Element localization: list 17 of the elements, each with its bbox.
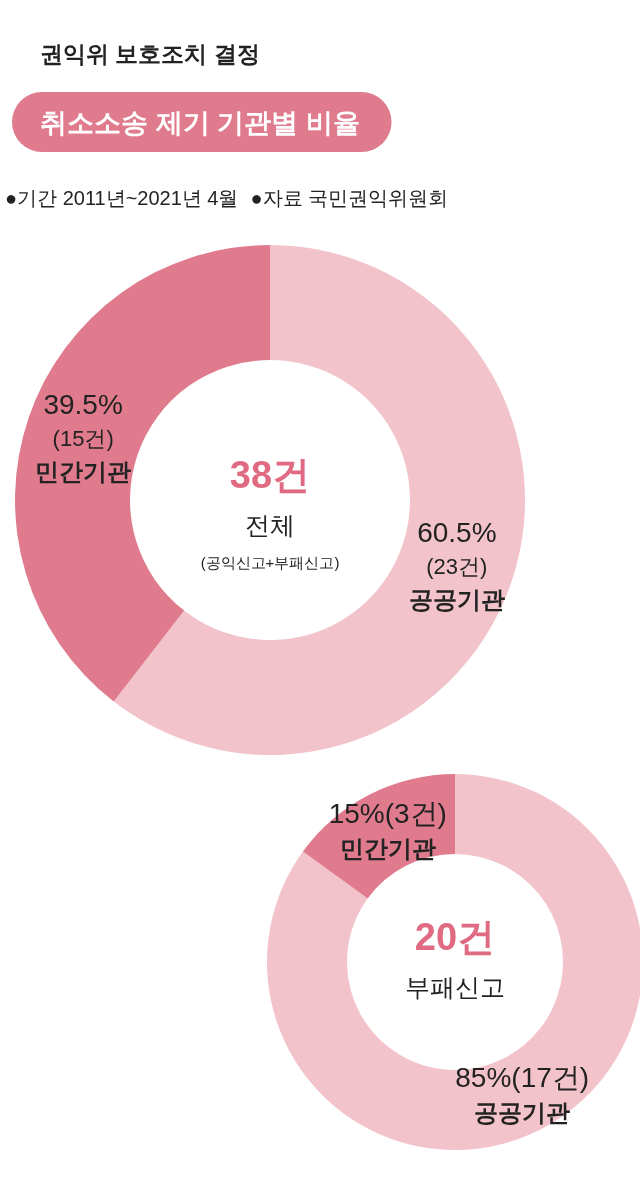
text: 38건 [229,454,311,496]
data-label: 85%(17건) [455,1061,590,1093]
data-label: 39.5% (15건) [43,389,123,452]
text: 부패신고 [405,973,505,1001]
slice-label: 공공기관 [474,1098,571,1126]
slice-label: 민간기관 [35,458,132,486]
text: 전체 [245,511,295,539]
slice-label: 민간기관 [339,835,436,863]
slice-label: 공공기관 [408,585,505,613]
text: 20건 [414,916,496,958]
text: 취소소송 제기 기관별 비율 [40,108,360,138]
data-label: 60.5% (23건) [417,516,497,579]
text: ●기간 2011년~2021년 4월 [5,187,239,209]
text: (공익신고+부패신고) [200,554,340,571]
text: ●자료 국민권익위원회 [250,187,449,209]
text: 권익위 보호조치 결정 [40,41,260,67]
data-label: 15%(3건) [328,798,447,830]
